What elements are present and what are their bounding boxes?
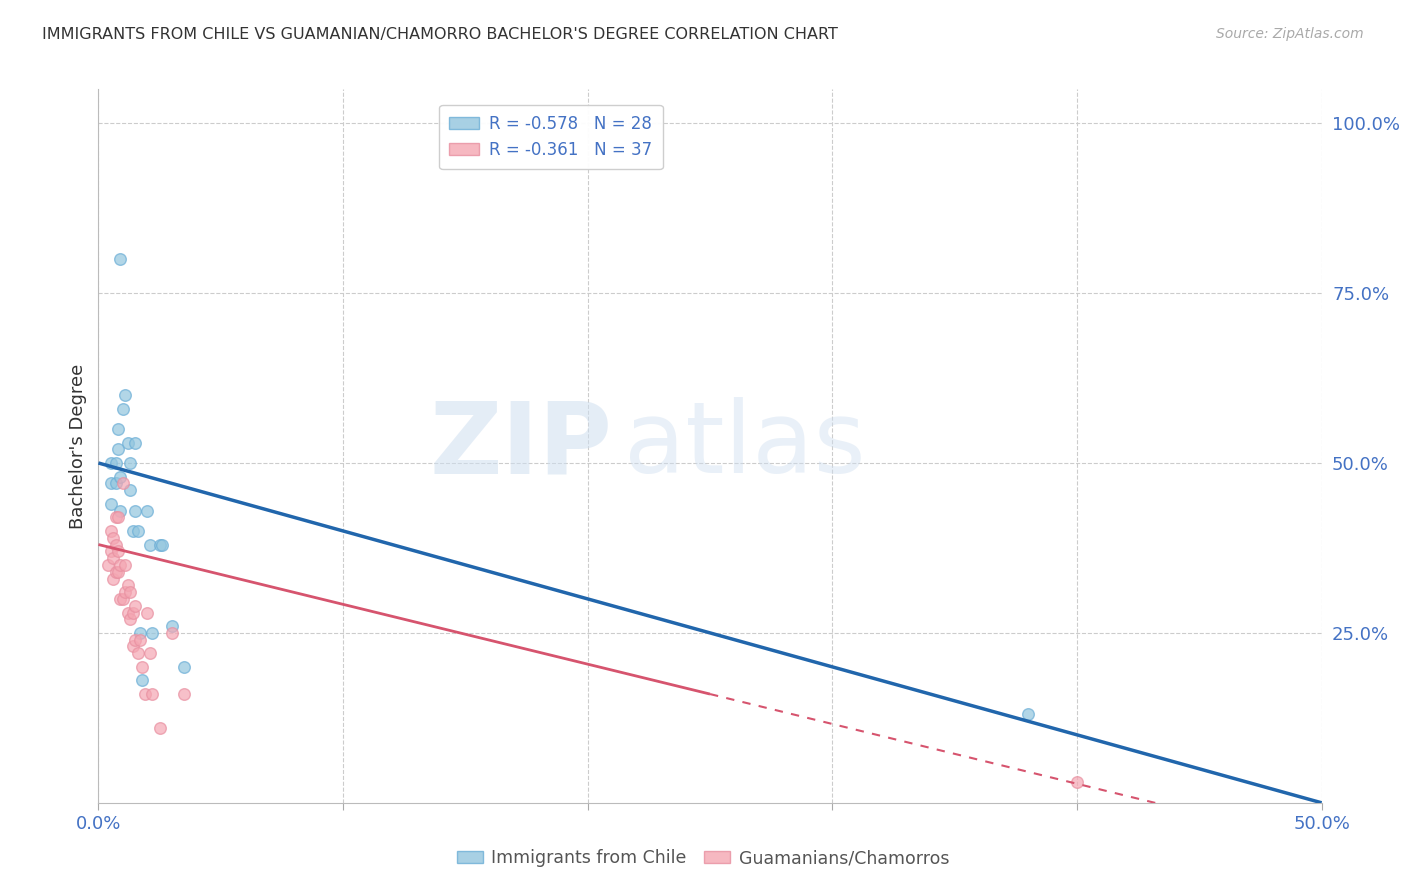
Text: atlas: atlas <box>624 398 866 494</box>
Point <box>100 544 122 558</box>
Point <box>127 524 149 538</box>
Point <box>124 632 146 647</box>
Point <box>107 565 129 579</box>
Point <box>160 626 183 640</box>
Point <box>100 476 122 491</box>
Point <box>124 435 146 450</box>
Point <box>110 252 132 266</box>
Point <box>124 599 146 613</box>
Point <box>101 572 124 586</box>
Point <box>104 510 127 524</box>
Point <box>160 619 183 633</box>
Point <box>111 476 134 491</box>
Point <box>121 606 143 620</box>
Point <box>129 632 152 647</box>
Point <box>111 401 134 416</box>
Point <box>149 537 172 551</box>
Point <box>120 612 142 626</box>
Point <box>117 435 139 450</box>
Point <box>141 626 163 640</box>
Point <box>120 456 142 470</box>
Point <box>104 537 127 551</box>
Point <box>100 497 122 511</box>
Point <box>127 646 149 660</box>
Point <box>107 544 129 558</box>
Point <box>134 687 156 701</box>
Point <box>101 531 124 545</box>
Point <box>121 524 143 538</box>
Point <box>110 503 132 517</box>
Point <box>100 524 122 538</box>
Legend: R = -0.578   N = 28, R = -0.361   N = 37: R = -0.578 N = 28, R = -0.361 N = 37 <box>440 104 662 169</box>
Point <box>173 687 195 701</box>
Point <box>150 537 173 551</box>
Point <box>107 510 129 524</box>
Point <box>101 551 124 566</box>
Text: ZIP: ZIP <box>429 398 612 494</box>
Point <box>114 388 136 402</box>
Point <box>136 503 159 517</box>
Point <box>114 585 136 599</box>
Point <box>104 476 127 491</box>
Point <box>110 591 132 606</box>
Point <box>110 469 132 483</box>
Point <box>110 558 132 572</box>
Point <box>104 565 127 579</box>
Point <box>97 558 120 572</box>
Point <box>129 626 152 640</box>
Text: Source: ZipAtlas.com: Source: ZipAtlas.com <box>1216 27 1364 41</box>
Point <box>107 442 129 457</box>
Point <box>100 456 122 470</box>
Point <box>104 456 127 470</box>
Point <box>121 640 143 654</box>
Point <box>107 422 129 436</box>
Point <box>136 606 159 620</box>
Point <box>117 606 139 620</box>
Point <box>1017 707 1039 722</box>
Point <box>139 537 162 551</box>
Point <box>139 646 162 660</box>
Text: IMMIGRANTS FROM CHILE VS GUAMANIAN/CHAMORRO BACHELOR'S DEGREE CORRELATION CHART: IMMIGRANTS FROM CHILE VS GUAMANIAN/CHAMO… <box>42 27 838 42</box>
Point <box>1066 775 1088 789</box>
Point <box>120 483 142 498</box>
Y-axis label: Bachelor's Degree: Bachelor's Degree <box>69 363 87 529</box>
Point <box>131 660 153 674</box>
Point <box>173 660 195 674</box>
Legend: Immigrants from Chile, Guamanians/Chamorros: Immigrants from Chile, Guamanians/Chamor… <box>450 843 956 874</box>
Point <box>131 673 153 688</box>
Point <box>117 578 139 592</box>
Point <box>114 558 136 572</box>
Point <box>141 687 163 701</box>
Point <box>124 503 146 517</box>
Point <box>149 721 172 735</box>
Point <box>120 585 142 599</box>
Point <box>111 591 134 606</box>
